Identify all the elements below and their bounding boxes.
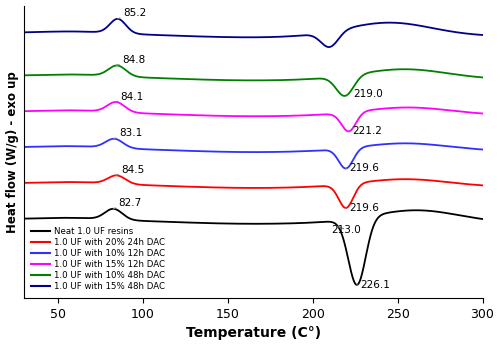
Line: 1.0 UF with 15% 12h DAC: 1.0 UF with 15% 12h DAC xyxy=(24,102,482,131)
Neat 1.0 UF resins xyxy=(110,207,116,211)
Line: 1.0 UF with 10% 48h DAC: 1.0 UF with 10% 48h DAC xyxy=(24,65,482,96)
1.0 UF with 10% 12h DAC xyxy=(466,146,472,151)
1.0 UF with 10% 48h DAC xyxy=(21,73,27,78)
1.0 UF with 10% 48h DAC xyxy=(114,63,120,67)
Line: 1.0 UF with 20% 24h DAC: 1.0 UF with 20% 24h DAC xyxy=(24,175,482,208)
1.0 UF with 15% 48h DAC xyxy=(21,30,27,34)
Text: 84.8: 84.8 xyxy=(117,55,145,65)
X-axis label: Temperature (C°): Temperature (C°) xyxy=(186,326,321,340)
Text: 82.7: 82.7 xyxy=(114,198,141,209)
1.0 UF with 15% 48h DAC xyxy=(382,21,388,25)
1.0 UF with 10% 48h DAC xyxy=(244,78,250,82)
Neat 1.0 UF resins xyxy=(244,222,250,226)
Neat 1.0 UF resins xyxy=(382,211,388,216)
1.0 UF with 15% 12h DAC xyxy=(232,114,238,118)
1.0 UF with 15% 48h DAC xyxy=(480,33,486,37)
1.0 UF with 15% 12h DAC xyxy=(112,100,118,104)
1.0 UF with 10% 12h DAC xyxy=(480,147,486,152)
Text: 226.1: 226.1 xyxy=(357,281,390,290)
1.0 UF with 10% 48h DAC xyxy=(466,74,472,78)
1.0 UF with 20% 24h DAC xyxy=(113,173,119,177)
Line: Neat 1.0 UF resins: Neat 1.0 UF resins xyxy=(24,209,482,285)
Text: 221.2: 221.2 xyxy=(348,126,382,136)
Neat 1.0 UF resins xyxy=(466,215,472,219)
1.0 UF with 15% 12h DAC xyxy=(466,110,472,115)
1.0 UF with 10% 48h DAC xyxy=(232,78,238,82)
1.0 UF with 15% 12h DAC xyxy=(346,129,352,134)
Text: 213.0: 213.0 xyxy=(332,225,361,235)
1.0 UF with 20% 24h DAC xyxy=(466,182,472,186)
1.0 UF with 10% 12h DAC xyxy=(382,142,388,146)
Neat 1.0 UF resins xyxy=(21,217,27,221)
Text: 85.2: 85.2 xyxy=(118,8,146,19)
1.0 UF with 15% 12h DAC xyxy=(44,109,51,113)
Text: 83.1: 83.1 xyxy=(114,128,142,139)
Neat 1.0 UF resins xyxy=(466,215,472,219)
1.0 UF with 10% 48h DAC xyxy=(480,75,486,80)
1.0 UF with 10% 48h DAC xyxy=(44,73,51,77)
Line: 1.0 UF with 10% 12h DAC: 1.0 UF with 10% 12h DAC xyxy=(24,139,482,169)
1.0 UF with 15% 48h DAC xyxy=(244,35,250,39)
Neat 1.0 UF resins xyxy=(232,221,238,226)
Text: 219.6: 219.6 xyxy=(346,203,379,213)
1.0 UF with 20% 24h DAC xyxy=(466,182,472,186)
1.0 UF with 10% 12h DAC xyxy=(466,146,472,151)
1.0 UF with 15% 48h DAC xyxy=(232,35,238,39)
1.0 UF with 15% 12h DAC xyxy=(244,114,250,118)
Neat 1.0 UF resins xyxy=(354,283,360,287)
1.0 UF with 10% 48h DAC xyxy=(466,74,472,78)
Y-axis label: Heat flow (W/g) - exo up: Heat flow (W/g) - exo up xyxy=(6,71,18,233)
1.0 UF with 10% 48h DAC xyxy=(382,68,388,72)
1.0 UF with 10% 12h DAC xyxy=(111,137,117,141)
1.0 UF with 15% 48h DAC xyxy=(466,32,472,36)
1.0 UF with 10% 12h DAC xyxy=(343,166,349,171)
Line: 1.0 UF with 15% 48h DAC: 1.0 UF with 15% 48h DAC xyxy=(24,19,482,47)
1.0 UF with 10% 12h DAC xyxy=(244,150,250,154)
1.0 UF with 20% 24h DAC xyxy=(21,181,27,185)
1.0 UF with 15% 12h DAC xyxy=(382,106,388,110)
1.0 UF with 20% 24h DAC xyxy=(44,180,51,184)
Text: 219.6: 219.6 xyxy=(346,163,379,173)
1.0 UF with 10% 12h DAC xyxy=(21,145,27,149)
1.0 UF with 20% 24h DAC xyxy=(244,186,250,190)
Neat 1.0 UF resins xyxy=(44,216,51,220)
1.0 UF with 10% 12h DAC xyxy=(232,150,238,154)
1.0 UF with 15% 48h DAC xyxy=(114,17,120,21)
1.0 UF with 15% 12h DAC xyxy=(480,111,486,116)
Neat 1.0 UF resins xyxy=(480,217,486,221)
Text: 84.1: 84.1 xyxy=(116,92,144,102)
1.0 UF with 20% 24h DAC xyxy=(232,186,238,190)
1.0 UF with 20% 24h DAC xyxy=(382,178,388,182)
1.0 UF with 15% 12h DAC xyxy=(21,109,27,113)
Text: 84.5: 84.5 xyxy=(116,165,144,175)
1.0 UF with 20% 24h DAC xyxy=(480,183,486,188)
1.0 UF with 15% 48h DAC xyxy=(326,45,332,49)
1.0 UF with 10% 12h DAC xyxy=(44,144,51,148)
1.0 UF with 15% 12h DAC xyxy=(466,110,472,115)
1.0 UF with 20% 24h DAC xyxy=(343,206,349,210)
1.0 UF with 10% 48h DAC xyxy=(342,94,347,98)
Legend: Neat 1.0 UF resins, 1.0 UF with 20% 24h DAC, 1.0 UF with 10% 12h DAC, 1.0 UF wit: Neat 1.0 UF resins, 1.0 UF with 20% 24h … xyxy=(28,224,168,294)
Text: 219.0: 219.0 xyxy=(347,89,382,99)
1.0 UF with 15% 48h DAC xyxy=(466,32,472,36)
1.0 UF with 15% 48h DAC xyxy=(44,30,51,34)
